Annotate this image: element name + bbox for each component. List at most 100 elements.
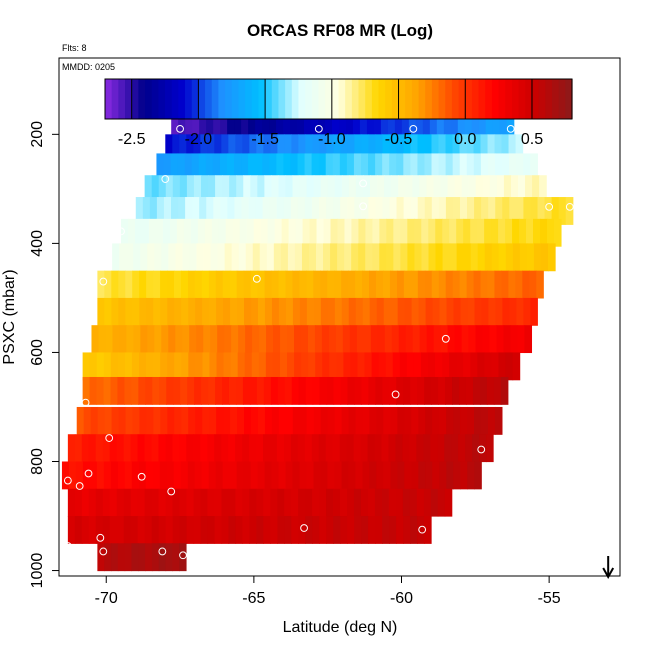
- heat-cell: [274, 218, 283, 247]
- heat-cell: [241, 197, 250, 225]
- heat-cell: [346, 434, 355, 463]
- heat-cell: [330, 243, 338, 272]
- heat-cell: [313, 406, 322, 435]
- heat-cell: [219, 153, 228, 182]
- heat-cell: [384, 325, 393, 354]
- heat-cell: [318, 434, 327, 463]
- heat-cell: [438, 134, 447, 163]
- heat-cell: [475, 325, 484, 354]
- heat-cell: [265, 352, 274, 381]
- heat-cell: [445, 376, 453, 405]
- heat-cell: [116, 516, 125, 544]
- heat-cell: [466, 134, 475, 163]
- heat-cell: [290, 197, 299, 225]
- heat-cell: [477, 243, 486, 272]
- heat-cell: [410, 270, 419, 299]
- heat-cell: [278, 406, 287, 435]
- sample-marker: [167, 487, 176, 496]
- heat-cell: [172, 134, 180, 163]
- heat-cell: [327, 270, 335, 299]
- heat-cell: [126, 243, 134, 272]
- heat-cell: [413, 352, 422, 381]
- heat-cell: [165, 175, 174, 204]
- heat-cell: [255, 153, 263, 182]
- heat-cell: [123, 434, 132, 463]
- colorbar-swatch: [265, 79, 273, 119]
- heat-cell: [193, 175, 202, 204]
- heat-cell: [200, 134, 208, 163]
- heat-cell: [297, 434, 306, 463]
- heat-cell: [439, 406, 447, 435]
- heat-cell: [179, 134, 187, 163]
- heat-cell: [370, 175, 378, 204]
- heat-cell: [457, 117, 466, 146]
- heat-cell: [146, 352, 154, 381]
- heat-cell: [151, 434, 160, 463]
- heat-cell: [355, 175, 364, 204]
- heat-cell: [255, 197, 264, 225]
- heat-cell: [221, 516, 230, 544]
- heat-cell: [518, 175, 526, 204]
- heat-cell: [412, 175, 420, 204]
- heat-cell: [464, 117, 473, 146]
- heat-cell: [341, 406, 350, 435]
- colorbar-swatch: [118, 79, 126, 119]
- heat-cell: [118, 406, 127, 435]
- heat-cell: [512, 243, 521, 272]
- heat-cell: [324, 117, 333, 146]
- heat-cell: [242, 376, 251, 405]
- heat-cell: [444, 434, 452, 463]
- heat-cell: [229, 270, 238, 299]
- sample-marker: [161, 175, 170, 183]
- heat-cell: [418, 406, 426, 435]
- colorbar-tick-label: -2.5: [118, 131, 146, 148]
- heat-cell: [277, 134, 285, 163]
- colorbar-swatch: [411, 79, 420, 119]
- heat-cell: [259, 243, 268, 272]
- heat-cell: [470, 218, 478, 247]
- heat-cell: [313, 175, 322, 204]
- heat-cell: [271, 297, 280, 326]
- heat-cell: [123, 516, 132, 544]
- heat-cell: [453, 406, 461, 435]
- heat-cell: [313, 270, 321, 299]
- heat-cell: [319, 134, 328, 163]
- heat-cell: [230, 297, 238, 326]
- heat-cell: [89, 352, 98, 381]
- heat-cell: [147, 243, 155, 272]
- colorbar-swatch: [565, 79, 573, 119]
- heat-cell: [124, 543, 133, 572]
- colorbar-swatch: [325, 79, 333, 119]
- heat-cell: [153, 352, 161, 381]
- heat-cell: [467, 297, 476, 326]
- heat-cell: [166, 461, 175, 490]
- heat-cell: [430, 488, 439, 517]
- heat-cell: [523, 297, 531, 326]
- heat-cell: [505, 352, 514, 381]
- heat-cell: [192, 117, 200, 146]
- heat-cell: [264, 461, 273, 490]
- heat-cell: [146, 270, 154, 299]
- heat-cell: [375, 134, 384, 163]
- heat-cell: [82, 352, 91, 381]
- colorbar-swatch: [418, 79, 426, 119]
- heat-cell: [446, 461, 454, 490]
- heat-cell: [284, 488, 292, 517]
- heat-cell: [446, 297, 455, 326]
- heat-cell: [375, 197, 384, 225]
- heat-cell: [480, 270, 489, 299]
- heat-cell: [138, 543, 146, 572]
- heat-cell: [355, 270, 363, 299]
- heat-cell: [500, 376, 509, 405]
- x-tick-label: -65: [242, 590, 265, 607]
- colorbar-swatch: [105, 79, 113, 119]
- heat-cell: [179, 516, 188, 544]
- heat-cell: [333, 376, 342, 405]
- sample-marker: [391, 390, 400, 399]
- heat-cell: [502, 153, 510, 182]
- heat-cell: [322, 352, 330, 381]
- heat-cell: [320, 175, 329, 204]
- heat-cell: [228, 516, 237, 544]
- heat-cell: [308, 243, 317, 272]
- heat-cell: [499, 117, 508, 146]
